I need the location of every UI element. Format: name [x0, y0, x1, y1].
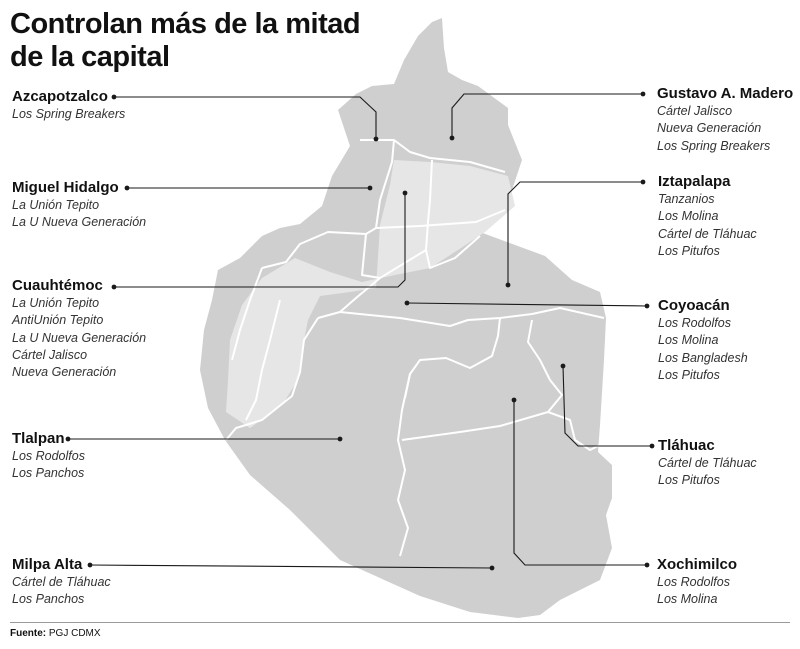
dot-tlalpan-end	[337, 436, 343, 442]
group-item: Los Rodolfos	[657, 575, 730, 589]
group-item: Los Pitufos	[658, 243, 720, 258]
label-xochimilco: Xochimilco Los Rodolfos Los Molina	[657, 556, 737, 609]
dot-tlahuac-end	[560, 363, 566, 369]
cdmx-central-zone	[226, 160, 515, 428]
label-tlalpan: Tlalpan Los Rodolfos Los Panchos	[12, 430, 85, 483]
source-note: Fuente: PGJ CDMX	[10, 628, 101, 639]
group-item: Los Pitufos	[658, 473, 720, 488]
alcaldia-name: Gustavo A. Madero	[657, 85, 794, 102]
group-item: La Unión Tepito	[12, 296, 100, 310]
group-item: Los Panchos	[12, 592, 85, 607]
group-item: Los Molina	[658, 333, 719, 348]
dot-xochimilco-end	[511, 397, 517, 403]
title-line-1: Controlan más de la mitad	[10, 8, 361, 40]
leader-coyoacan	[406, 302, 648, 307]
alcaldia-name: Miguel Hidalgo	[12, 179, 119, 196]
dot-milpa-alta-end	[489, 565, 495, 571]
label-miguel-hidalgo: Miguel Hidalgo La Unión Tepito La U Nuev…	[12, 179, 146, 232]
dot-coyoacan	[644, 303, 650, 309]
group-item: Nueva Generación	[12, 365, 117, 380]
alcaldia-name: Azcapotzalco	[12, 88, 108, 105]
group-item: Los Rodolfos	[658, 316, 731, 330]
alcaldia-name: Cuauhtémoc	[12, 277, 103, 294]
label-milpa-alta: Milpa Alta Cártel de Tláhuac Los Panchos	[12, 556, 111, 609]
group-item: Los Spring Breakers	[657, 138, 771, 153]
group-item: Cártel de Tláhuac	[12, 575, 111, 589]
dot-miguel-hidalgo	[124, 185, 130, 191]
dot-tlalpan	[65, 436, 71, 442]
dot-coyoacan-end	[404, 300, 410, 306]
group-item: Nueva Generación	[657, 121, 762, 136]
label-cuauhtemoc: Cuauhtémoc La Unión Tepito AntiUnión Tep…	[12, 277, 146, 381]
group-item: AntiUnión Tepito	[12, 313, 104, 328]
leader-xochimilco	[513, 400, 647, 566]
dot-gustavo-madero-end	[449, 135, 455, 141]
dot-iztapalapa	[640, 179, 646, 185]
label-iztapalapa: Iztapalapa Tanzanios Los Molina Cártel d…	[658, 173, 757, 260]
map-title: Controlan más de la mitad de la capital	[10, 8, 370, 74]
group-item: Cártel Jalisco	[12, 347, 88, 362]
alcaldia-name: Tláhuac	[658, 437, 715, 454]
group-item: Cártel Jalisco	[657, 104, 733, 118]
alcaldia-name: Tlalpan	[12, 430, 65, 447]
source-label: Fuente:	[10, 628, 47, 639]
alcaldia-name: Milpa Alta	[12, 556, 83, 573]
dot-gustavo-madero	[640, 91, 646, 97]
dot-tlahuac	[649, 443, 655, 449]
group-item: Tanzanios	[658, 192, 715, 206]
dot-miguel-hidalgo-end	[367, 185, 373, 191]
leader-iztapalapa	[507, 181, 643, 285]
group-item: La Unión Tepito	[12, 198, 100, 212]
group-item: Los Molina	[658, 209, 719, 224]
group-item: Los Pitufos	[658, 367, 720, 382]
group-item: Los Molina	[657, 592, 718, 607]
leader-dots	[65, 91, 655, 571]
dot-xochimilco	[644, 562, 650, 568]
leader-tlahuac	[562, 365, 652, 447]
dot-cuauhtemoc-end	[402, 190, 408, 196]
alcaldia-name: Iztapalapa	[658, 173, 731, 190]
leader-lines	[68, 93, 652, 569]
group-item: La U Nueva Generación	[12, 215, 147, 230]
dot-milpa-alta	[87, 562, 93, 568]
group-item: Los Rodolfos	[12, 449, 85, 463]
source-value: PGJ CDMX	[48, 628, 101, 639]
group-item: La U Nueva Generación	[12, 330, 147, 345]
dot-azcapotzalco-end	[373, 136, 379, 142]
group-item: Cártel de Tláhuac	[658, 226, 757, 241]
alcaldia-name: Coyoacán	[658, 297, 730, 314]
group-item: Los Bangladesh	[658, 350, 748, 365]
leader-cuauhtemoc	[114, 193, 406, 288]
alcaldia-borders	[225, 139, 613, 557]
dot-iztapalapa-end	[505, 282, 511, 288]
leader-milpa-alta	[89, 564, 493, 569]
leader-gustavo-madero	[451, 93, 643, 138]
group-item: Los Panchos	[12, 466, 85, 481]
title-line-2: de la capital	[10, 41, 170, 73]
alcaldia-name: Xochimilco	[657, 556, 738, 573]
leader-azcapotzalco	[114, 96, 377, 139]
group-item: Los Spring Breakers	[12, 107, 126, 121]
label-azcapotzalco: Azcapotzalco Los Spring Breakers	[12, 88, 125, 123]
label-gustavo-madero: Gustavo A. Madero Cártel Jalisco Nueva G…	[657, 85, 793, 155]
dot-cuauhtemoc	[111, 284, 117, 290]
label-tlahuac: Tláhuac Cártel de Tláhuac Los Pitufos	[658, 437, 757, 490]
label-coyoacan: Coyoacán Los Rodolfos Los Molina Los Ban…	[658, 297, 748, 384]
dot-azcapotzalco	[111, 94, 117, 100]
group-item: Cártel de Tláhuac	[658, 456, 757, 470]
footer-divider	[10, 622, 790, 623]
